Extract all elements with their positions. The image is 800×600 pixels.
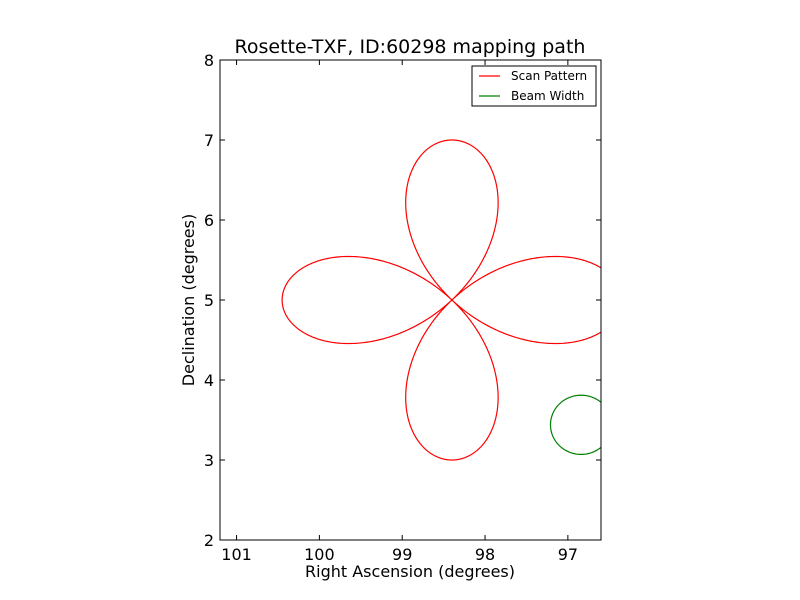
x-tick-label: 101 [221,545,252,564]
legend: Scan Pattern Beam Width [471,65,597,107]
y-tick-label: 8 [204,51,214,70]
y-tick-label: 5 [204,291,214,310]
plot-area: 101 100 99 98 97 2 3 4 5 6 7 8 [204,51,602,564]
scan-pattern-line [281,139,601,461]
x-tick-label: 99 [392,545,412,564]
x-tick-label: 98 [475,545,495,564]
y-tick-label: 7 [204,131,214,150]
y-tick-label: 2 [204,531,214,550]
x-tick-label: 100 [304,545,335,564]
x-tick-label: 97 [558,545,578,564]
y-tick-label: 3 [204,451,214,470]
x-axis-label: Right Ascension (degrees) [305,562,515,581]
series-layer [281,139,601,461]
y-axis-label: Declination (degrees) [179,214,198,386]
y-tick-label: 6 [204,211,214,230]
legend-box [471,65,597,107]
beam-width-circle [549,394,601,456]
chart-title: Rosette-TXF, ID:60298 mapping path [235,36,586,58]
legend-label-beam-width: Beam Width [511,89,584,103]
ticks-layer: 101 100 99 98 97 2 3 4 5 6 7 8 [204,51,601,564]
legend-label-scan-pattern: Scan Pattern [511,69,587,83]
y-tick-label: 4 [204,371,214,390]
